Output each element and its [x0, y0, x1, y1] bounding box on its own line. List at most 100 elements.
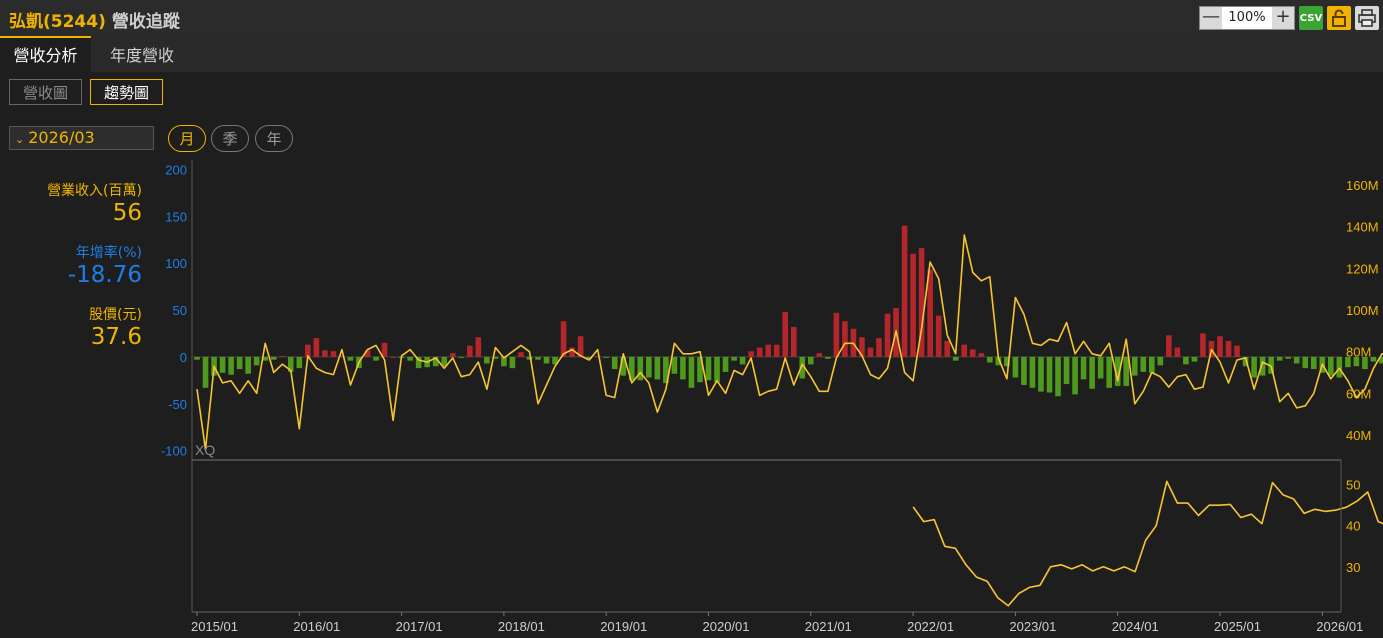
yoy-bar — [952, 356, 959, 361]
yoy-bar — [1191, 356, 1198, 362]
yoy-bar — [722, 356, 729, 372]
yoy-bar — [1200, 333, 1206, 357]
zoom-out-button[interactable]: — — [1200, 6, 1222, 29]
yoy-bar — [1208, 340, 1215, 357]
yoy-bar — [833, 312, 840, 357]
yoy-bar — [1089, 356, 1095, 389]
yoy-bar — [1131, 356, 1138, 376]
zoom-in-button[interactable]: + — [1272, 7, 1294, 29]
yoy-bar — [475, 337, 482, 357]
yoy-bar — [748, 351, 754, 357]
yoy-bar — [1097, 356, 1104, 379]
yoy-bar — [1225, 340, 1232, 357]
yoy-bar — [228, 356, 234, 375]
yoy-bar — [535, 356, 541, 360]
revenue-tick-label: 160M — [1346, 178, 1379, 193]
yoy-bar — [1379, 356, 1383, 364]
yoy-tick-label: 0 — [180, 350, 187, 365]
price-tick-label: 40 — [1346, 519, 1360, 534]
mode-year-button[interactable]: 年 — [255, 125, 293, 152]
yoy-bar — [1055, 356, 1061, 397]
yoy-bar — [407, 356, 413, 361]
yoy-tick-label: -50 — [168, 397, 187, 412]
growth-label: 年增率(%) — [75, 245, 142, 261]
yoy-bar — [1293, 356, 1300, 364]
yoy-bar — [969, 349, 976, 357]
yoy-bar — [1319, 356, 1326, 373]
tab-trend-chart[interactable]: 趨勢圖 — [90, 79, 163, 105]
yoy-tick-label: 150 — [165, 209, 187, 224]
yoy-bar — [432, 356, 439, 367]
yoy-bar — [1072, 356, 1078, 395]
csv-export-button[interactable]: CSV — [1299, 6, 1323, 30]
toolbar: — 100% + CSV — [1199, 6, 1379, 30]
yoy-bar — [373, 356, 379, 361]
yoy-bar — [1251, 356, 1257, 378]
yoy-bar — [876, 338, 882, 357]
yoy-bar — [330, 351, 337, 357]
period-select[interactable]: ⌄ 2026/03 — [9, 126, 154, 150]
print-icon — [1358, 9, 1376, 27]
yoy-bar — [790, 326, 797, 357]
yoy-bar — [961, 344, 968, 357]
yoy-bar — [1029, 356, 1036, 388]
yoy-bar — [1268, 356, 1274, 374]
yoy-tick-label: -100 — [161, 444, 187, 459]
yoy-bar — [577, 336, 584, 357]
yoy-bar — [526, 356, 533, 360]
yoy-bar — [1012, 356, 1019, 378]
yoy-bar — [654, 356, 661, 380]
yoy-bar — [1217, 336, 1223, 357]
tab-revenue-chart[interactable]: 營收圖 — [9, 79, 82, 105]
revenue-tick-label: 80M — [1346, 345, 1371, 360]
yoy-bar — [1046, 356, 1053, 393]
revenue-label: 營業收入(百萬) — [47, 183, 142, 199]
lock-icon — [1332, 9, 1346, 27]
x-tick-label: 2022/01 — [907, 619, 954, 634]
yoy-bar — [492, 356, 499, 359]
print-button[interactable] — [1355, 6, 1379, 30]
yoy-bar — [901, 225, 908, 357]
yoy-bar — [1183, 356, 1189, 365]
yoy-bar — [211, 356, 217, 376]
tab-revenue-analysis[interactable]: 營收分析 — [0, 36, 91, 72]
yoy-bar — [867, 347, 874, 357]
mode-month-button[interactable]: 月 — [168, 125, 206, 152]
yoy-bar — [603, 356, 609, 358]
revenue-value: 56 — [112, 200, 142, 226]
yoy-bar — [262, 356, 268, 361]
yoy-bar — [850, 328, 857, 357]
yoy-bar — [1276, 356, 1283, 361]
yoy-bar — [381, 342, 388, 357]
yoy-bar — [518, 352, 524, 357]
yoy-bar — [1106, 356, 1112, 388]
tab-annual-revenue[interactable]: 年度營收 — [110, 46, 175, 65]
yoy-bar — [194, 356, 200, 360]
yoy-bar — [1004, 356, 1010, 367]
yoy-bar — [296, 356, 303, 369]
growth-value: -18.76 — [67, 262, 142, 288]
yoy-bar — [1302, 356, 1309, 369]
zoom-control: — 100% + — [1199, 6, 1295, 30]
revenue-tick-label: 120M — [1346, 261, 1379, 276]
yoy-bar — [944, 340, 950, 357]
yoy-bar — [688, 356, 695, 388]
price-tick-label: 30 — [1346, 560, 1360, 575]
yoy-bar — [765, 344, 771, 357]
yoy-bar — [637, 356, 644, 381]
yoy-bar — [918, 248, 925, 357]
main-tabs: 營收分析 年度營收 — [0, 36, 1383, 72]
yoy-tick-label: 50 — [173, 303, 187, 318]
yoy-bar — [1310, 356, 1317, 370]
yoy-bar — [449, 353, 456, 357]
yoy-bar — [364, 350, 371, 357]
lock-button[interactable] — [1327, 6, 1351, 30]
revenue-tick-label: 100M — [1346, 303, 1379, 318]
page-title: 弘凱(5244) 營收追蹤 — [9, 7, 180, 32]
revenue-line — [196, 234, 1383, 451]
yoy-bar — [253, 356, 260, 366]
mode-quarter-button[interactable]: 季 — [211, 125, 249, 152]
yoy-bar — [1234, 345, 1240, 357]
yoy-bar — [1362, 356, 1368, 370]
yoy-bar — [799, 356, 806, 379]
